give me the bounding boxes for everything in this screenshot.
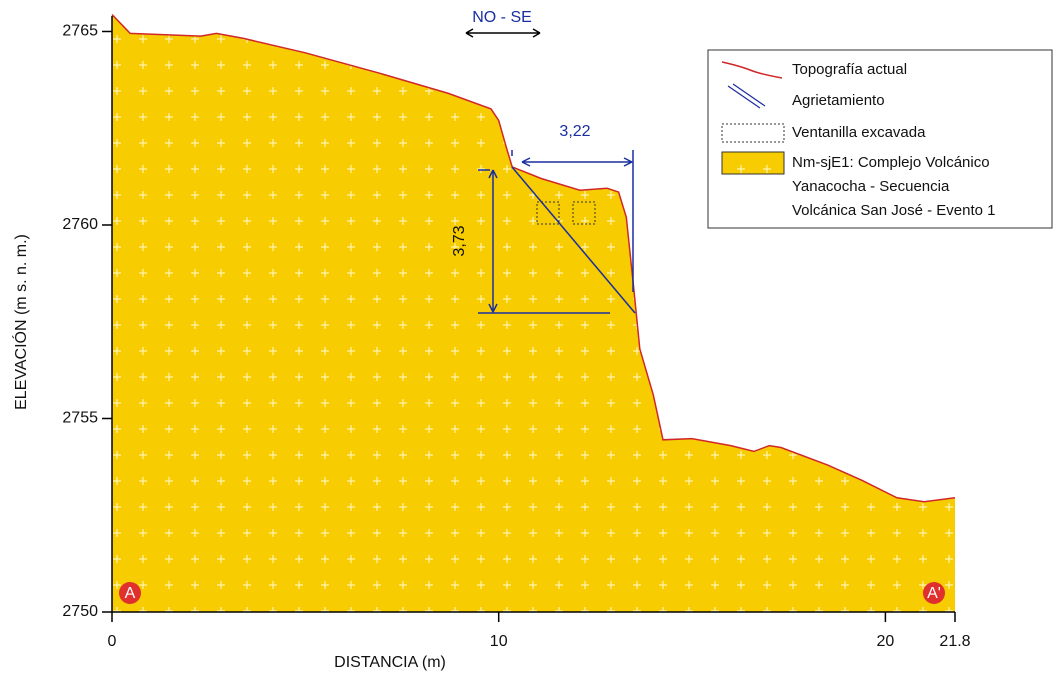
legend-label: Volcánica San José - Evento 1 [792, 202, 995, 219]
end-label: A' [927, 585, 941, 602]
width-label: 3,22 [559, 123, 590, 140]
legend-label: Ventanilla excavada [792, 124, 926, 141]
window [536, 201, 560, 225]
legend-label: Nm-sjE1: Complejo Volcánico [792, 154, 990, 171]
legend-line [721, 61, 783, 79]
x-tick-label: 20 [876, 633, 894, 650]
width-dimension [511, 150, 634, 292]
direction-arrow [465, 28, 541, 38]
x-tick-label: 10 [490, 633, 508, 650]
legend-label: Topografía actual [792, 61, 907, 78]
legend-label: Agrietamiento [792, 92, 885, 109]
y-tick-label: 2760 [62, 216, 98, 233]
y-tick-label: 2750 [62, 603, 98, 620]
marker [119, 582, 141, 604]
line [111, 13, 956, 503]
window [572, 201, 596, 225]
height-dimension [478, 169, 610, 314]
crack [511, 166, 636, 314]
legend-label: Yanacocha - Secuencia [792, 178, 950, 195]
start-label: A [125, 585, 136, 602]
height-label: 3,73 [451, 225, 468, 256]
y-tick-label: 2765 [62, 23, 98, 40]
x-axis-label: DISTANCIA (m) [334, 654, 446, 671]
x-tick-label: 21.8 [939, 633, 970, 650]
direction-label: NO - SE [472, 9, 532, 26]
x-tick-label: 0 [108, 633, 117, 650]
legend-swatch [721, 151, 785, 175]
marker [923, 582, 945, 604]
y-tick-label: 2755 [62, 410, 98, 427]
legend [707, 49, 1053, 229]
legend-crack [727, 83, 766, 109]
y-axis-label: ELEVACIÓN (m s. n. m.) [11, 234, 30, 410]
